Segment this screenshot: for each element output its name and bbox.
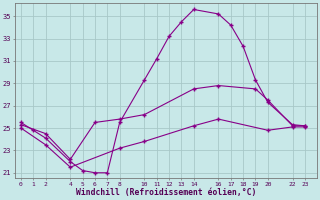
X-axis label: Windchill (Refroidissement éolien,°C): Windchill (Refroidissement éolien,°C) xyxy=(76,188,256,197)
